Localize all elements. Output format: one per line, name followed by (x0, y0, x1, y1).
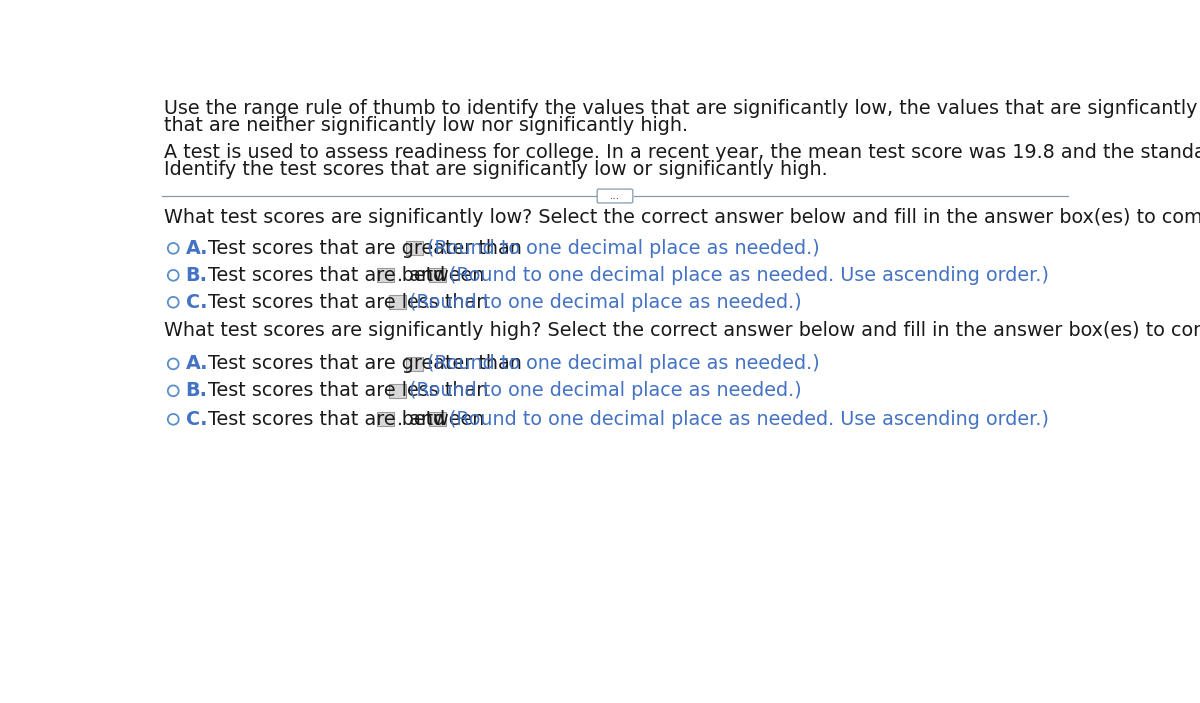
FancyBboxPatch shape (598, 189, 632, 203)
FancyBboxPatch shape (428, 413, 446, 426)
Text: C.: C. (186, 410, 208, 429)
Text: B.: B. (186, 381, 208, 400)
Text: Test scores that are less than: Test scores that are less than (208, 292, 488, 311)
Text: (Round to one decimal place as needed. Use ascending order.): (Round to one decimal place as needed. U… (449, 410, 1049, 429)
Text: Use the range rule of thumb to identify the values that are significantly low, t: Use the range rule of thumb to identify … (164, 98, 1200, 117)
Text: (Round to one decimal place as needed.): (Round to one decimal place as needed.) (426, 354, 820, 373)
Text: Test scores that are between: Test scores that are between (208, 410, 485, 429)
Text: B.: B. (186, 266, 208, 285)
FancyBboxPatch shape (407, 241, 424, 255)
FancyBboxPatch shape (389, 384, 406, 398)
Text: A.: A. (186, 354, 208, 373)
Text: A test is used to assess readiness for college. In a recent year, the mean test : A test is used to assess readiness for c… (164, 143, 1200, 162)
Text: . and: . and (397, 410, 445, 429)
Text: (Round to one decimal place as needed.): (Round to one decimal place as needed.) (426, 239, 820, 258)
Text: (Round to one decimal place as needed.): (Round to one decimal place as needed.) (409, 292, 802, 311)
Text: Identify the test scores that are significantly low or significantly high.: Identify the test scores that are signif… (164, 160, 828, 179)
Text: Test scores that are less than: Test scores that are less than (208, 381, 488, 400)
FancyBboxPatch shape (428, 269, 446, 282)
Text: What test scores are significantly high? Select the correct answer below and fil: What test scores are significantly high?… (164, 321, 1200, 340)
Text: ...: ... (610, 191, 620, 201)
Text: Test scores that are greater than: Test scores that are greater than (208, 354, 522, 373)
Text: A.: A. (186, 239, 208, 258)
FancyBboxPatch shape (389, 295, 406, 309)
Text: that are neither significantly low nor significantly high.: that are neither significantly low nor s… (164, 116, 688, 135)
Text: . and: . and (397, 266, 445, 285)
FancyBboxPatch shape (377, 269, 394, 282)
Text: C.: C. (186, 292, 208, 311)
Text: (Round to one decimal place as needed.): (Round to one decimal place as needed.) (409, 381, 802, 400)
Text: Test scores that are between: Test scores that are between (208, 266, 485, 285)
Text: (Round to one decimal place as needed. Use ascending order.): (Round to one decimal place as needed. U… (449, 266, 1049, 285)
Text: Test scores that are greater than: Test scores that are greater than (208, 239, 522, 258)
Text: What test scores are significantly low? Select the correct answer below and fill: What test scores are significantly low? … (164, 208, 1200, 227)
FancyBboxPatch shape (377, 413, 394, 426)
FancyBboxPatch shape (407, 357, 424, 370)
